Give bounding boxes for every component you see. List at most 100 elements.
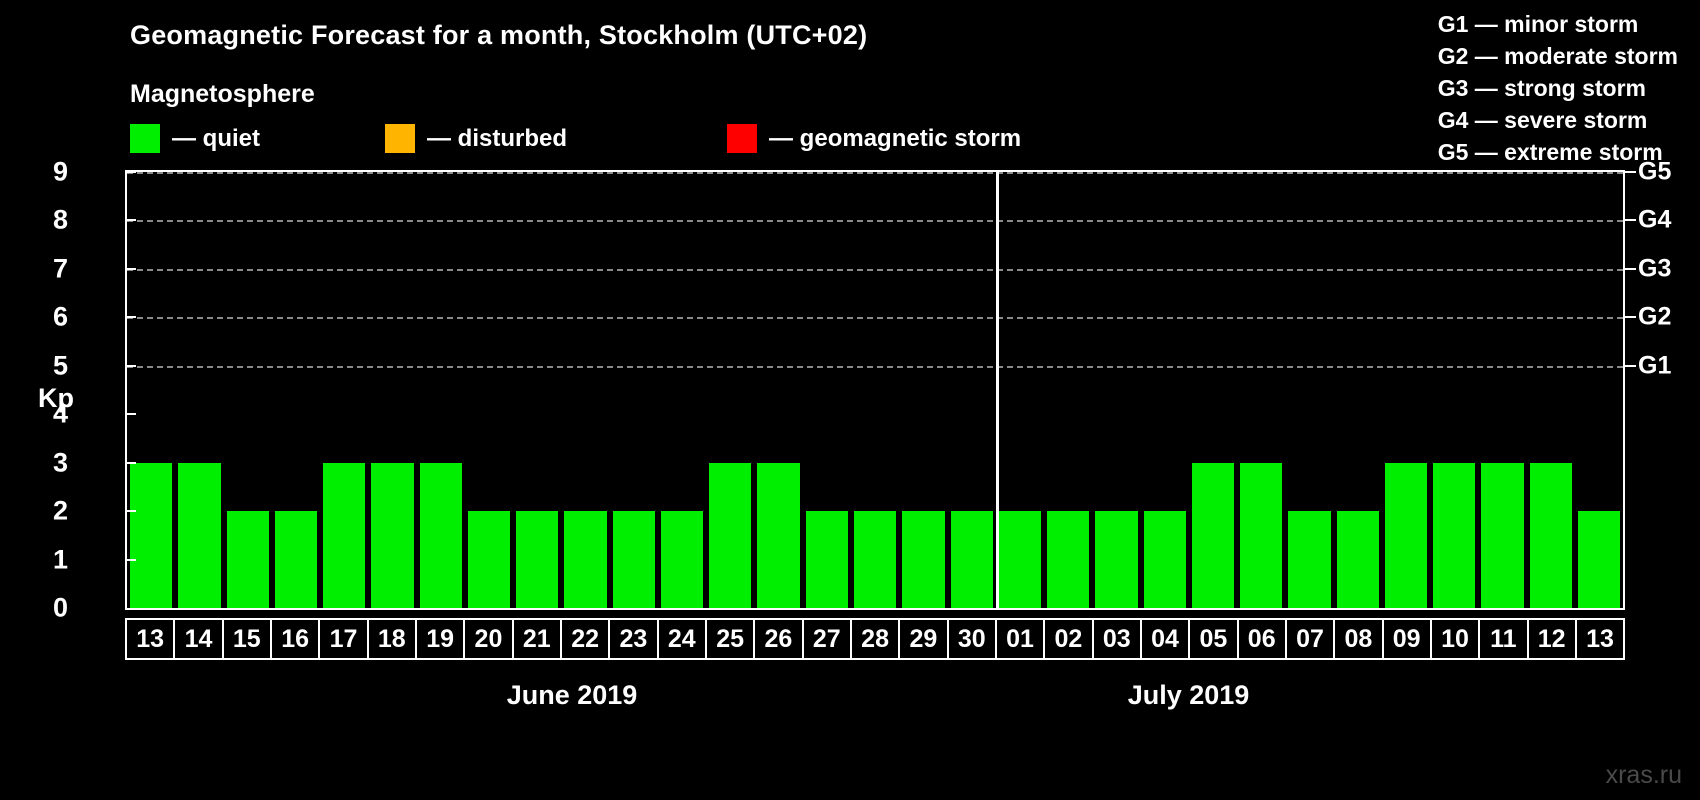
bar-cell[interactable] — [1092, 172, 1140, 608]
bar-cell[interactable] — [368, 172, 416, 608]
bar-cell[interactable] — [610, 172, 658, 608]
bar-cell[interactable] — [465, 172, 513, 608]
y-tick-mark-1 — [125, 558, 136, 561]
storm-scale-line-2: G2 — moderate storm — [1437, 43, 1678, 69]
date-label-21[interactable]: 04 — [1139, 620, 1188, 658]
bar-21[interactable] — [516, 511, 559, 608]
bar-cell[interactable] — [803, 172, 851, 608]
bar-28[interactable] — [853, 511, 897, 608]
date-label-5[interactable]: 18 — [366, 620, 415, 658]
bar-16[interactable] — [274, 511, 318, 608]
date-label-12[interactable]: 25 — [704, 620, 753, 658]
bar-cell[interactable] — [417, 172, 465, 608]
bar-cell[interactable] — [899, 172, 947, 608]
date-label-13[interactable]: 26 — [753, 620, 801, 658]
bar-03[interactable] — [1095, 511, 1138, 608]
bar-cell[interactable] — [1527, 172, 1575, 608]
bar-cell[interactable] — [272, 172, 320, 608]
date-label-6[interactable]: 19 — [414, 620, 463, 658]
bar-06[interactable] — [1240, 462, 1283, 608]
bar-12[interactable] — [1529, 462, 1572, 608]
bar-cell[interactable] — [1575, 172, 1623, 608]
bar-13[interactable] — [1577, 511, 1621, 608]
date-label-0[interactable]: 13 — [125, 620, 173, 658]
bar-20[interactable] — [467, 511, 511, 608]
bar-08[interactable] — [1336, 511, 1379, 608]
bar-cell[interactable] — [1430, 172, 1478, 608]
bar-cell[interactable] — [851, 172, 899, 608]
bar-cell[interactable] — [1285, 172, 1333, 608]
bar-cell[interactable] — [127, 172, 175, 608]
bar-11[interactable] — [1481, 462, 1524, 608]
bar-14[interactable] — [178, 462, 221, 608]
bar-cell[interactable] — [1334, 172, 1382, 608]
date-label-25[interactable]: 08 — [1333, 620, 1381, 658]
bar-cell[interactable] — [1237, 172, 1285, 608]
y-tick-0: 0 — [52, 592, 68, 623]
bar-26[interactable] — [757, 462, 800, 608]
date-label-2[interactable]: 15 — [221, 620, 270, 658]
date-label-20[interactable]: 03 — [1091, 620, 1140, 658]
bar-05[interactable] — [1191, 462, 1235, 608]
bar-cell[interactable] — [996, 172, 1044, 608]
date-label-9[interactable]: 22 — [559, 620, 608, 658]
date-label-27[interactable]: 10 — [1429, 620, 1478, 658]
bar-10[interactable] — [1433, 462, 1476, 608]
bar-cell[interactable] — [1478, 172, 1526, 608]
date-label-14[interactable]: 27 — [801, 620, 850, 658]
bar-cell[interactable] — [948, 172, 996, 608]
bar-09[interactable] — [1384, 462, 1428, 608]
bar-19[interactable] — [419, 462, 462, 608]
date-label-24[interactable]: 07 — [1284, 620, 1333, 658]
bar-cell[interactable] — [754, 172, 802, 608]
bar-13[interactable] — [130, 462, 173, 608]
date-label-15[interactable]: 28 — [849, 620, 898, 658]
date-label-28[interactable]: 11 — [1478, 620, 1526, 658]
bar-22[interactable] — [564, 511, 607, 608]
bar-cell[interactable] — [1382, 172, 1430, 608]
date-label-7[interactable]: 20 — [463, 620, 511, 658]
bar-cell[interactable] — [1141, 172, 1189, 608]
bar-29[interactable] — [902, 511, 945, 608]
date-label-11[interactable]: 24 — [656, 620, 705, 658]
bar-cell[interactable] — [1044, 172, 1092, 608]
bar-17[interactable] — [323, 462, 366, 608]
g-tick-mark-G1 — [1625, 364, 1636, 367]
date-label-26[interactable]: 09 — [1381, 620, 1430, 658]
bar-cell[interactable] — [320, 172, 368, 608]
bar-cell[interactable] — [224, 172, 272, 608]
date-label-29[interactable]: 12 — [1526, 620, 1575, 658]
date-label-1[interactable]: 14 — [173, 620, 221, 658]
date-label-4[interactable]: 17 — [318, 620, 366, 658]
date-label-23[interactable]: 06 — [1236, 620, 1285, 658]
date-label-3[interactable]: 16 — [269, 620, 318, 658]
bar-cell[interactable] — [658, 172, 706, 608]
bar-cell[interactable] — [1189, 172, 1237, 608]
bar-02[interactable] — [1047, 511, 1090, 608]
date-label-17[interactable]: 30 — [946, 620, 995, 658]
bar-cell[interactable] — [513, 172, 561, 608]
date-label-30[interactable]: 13 — [1574, 620, 1626, 658]
storm-scale-line-1: G1 — minor storm — [1437, 11, 1639, 37]
legend-swatch-quiet-icon — [130, 124, 160, 153]
bar-18[interactable] — [371, 462, 414, 608]
date-label-8[interactable]: 21 — [511, 620, 560, 658]
bar-24[interactable] — [660, 511, 704, 608]
bar-23[interactable] — [612, 511, 655, 608]
bar-25[interactable] — [709, 462, 752, 608]
date-label-10[interactable]: 23 — [608, 620, 656, 658]
gridline-kp-7 — [127, 268, 1623, 271]
date-label-22[interactable]: 05 — [1188, 620, 1236, 658]
bar-27[interactable] — [805, 511, 848, 608]
bar-15[interactable] — [226, 511, 269, 608]
bar-cell[interactable] — [175, 172, 223, 608]
bar-07[interactable] — [1288, 511, 1331, 608]
bar-04[interactable] — [1143, 511, 1186, 608]
bar-01[interactable] — [998, 511, 1042, 608]
date-label-16[interactable]: 29 — [898, 620, 946, 658]
bar-cell[interactable] — [706, 172, 754, 608]
date-label-18[interactable]: 01 — [994, 620, 1043, 658]
bar-cell[interactable] — [561, 172, 609, 608]
date-label-19[interactable]: 02 — [1043, 620, 1091, 658]
bar-30[interactable] — [950, 511, 993, 608]
